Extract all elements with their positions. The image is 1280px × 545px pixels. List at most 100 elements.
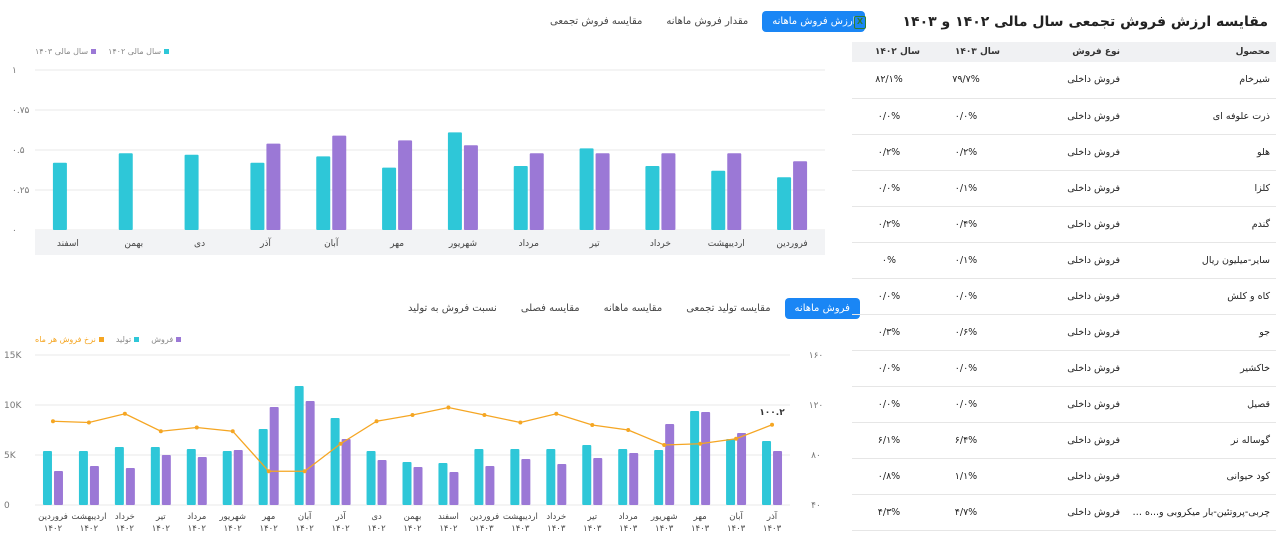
bar-sales[interactable] xyxy=(665,424,675,505)
bar-1402[interactable] xyxy=(184,154,199,230)
sales-rate-point[interactable] xyxy=(374,419,379,424)
bar-1403[interactable] xyxy=(727,153,742,230)
bar-1402[interactable] xyxy=(52,162,67,230)
table-row[interactable]: خاکشیر فروش داخلی ۰/۰% ۰/۰% xyxy=(852,350,1276,386)
bar-1402[interactable] xyxy=(777,177,792,230)
sales-rate-point[interactable] xyxy=(698,441,703,446)
sales-rate-point[interactable] xyxy=(410,413,415,417)
bar-production[interactable] xyxy=(654,450,664,505)
bar-production[interactable] xyxy=(222,451,232,505)
col-header-1402[interactable]: سال ۱۴۰۲ xyxy=(874,47,920,57)
tab-sales-to-production-ratio[interactable]: نسبت فروش به تولید xyxy=(408,303,497,314)
bar-production[interactable] xyxy=(690,411,700,505)
bar-sales[interactable] xyxy=(125,468,135,505)
sales-rate-point[interactable] xyxy=(50,419,55,424)
bar-1403[interactable] xyxy=(266,143,281,230)
tab-monthly-sales-value[interactable]: ارزش فروش ماهانه xyxy=(762,11,866,32)
bar-sales[interactable] xyxy=(197,457,207,505)
bar-production[interactable] xyxy=(726,439,736,505)
sales-rate-point[interactable] xyxy=(230,429,235,434)
bar-sales[interactable] xyxy=(773,451,783,505)
table-row[interactable]: چربی-پروتئین-بار میکروبی و...ه ش... فروش … xyxy=(852,494,1276,530)
bar-1403[interactable] xyxy=(332,135,347,230)
sales-rate-point[interactable] xyxy=(86,420,91,425)
table-row[interactable]: هلو فروش داخلی ۰/۲% ۰/۲% xyxy=(852,134,1276,170)
bar-sales[interactable] xyxy=(485,466,495,505)
bar-sales[interactable] xyxy=(161,455,171,505)
tab-monthly-sales[interactable]: فروش ماهانه xyxy=(784,298,860,319)
bar-sales[interactable] xyxy=(89,466,99,505)
sales-rate-point[interactable] xyxy=(590,423,595,427)
bar-production[interactable] xyxy=(402,462,412,505)
bar-sales[interactable] xyxy=(701,412,711,505)
bar-1402[interactable] xyxy=(118,153,133,230)
sales-rate-point[interactable] xyxy=(770,422,775,427)
bar-1402[interactable] xyxy=(645,166,660,230)
bar-production[interactable] xyxy=(582,445,592,505)
legend-item-sales[interactable]: فروش xyxy=(151,335,182,344)
bar-sales[interactable] xyxy=(521,459,531,505)
sales-rate-point[interactable] xyxy=(626,428,631,432)
table-row[interactable]: سایر-میلیون ریال فروش داخلی ۰/۱% ۰% xyxy=(852,242,1276,278)
sales-rate-point[interactable] xyxy=(338,441,343,446)
col-header-sale-type[interactable]: نوع فروش xyxy=(1072,47,1120,57)
bar-sales[interactable] xyxy=(269,407,279,505)
legend-item-1403[interactable]: سال مالی ۱۴۰۳ xyxy=(35,47,97,56)
bar-production[interactable] xyxy=(294,386,304,505)
bar-sales[interactable] xyxy=(53,471,63,505)
table-row[interactable]: ذرت علوفه ای فروش داخلی ۰/۰% ۰/۰% xyxy=(852,98,1276,134)
table-row[interactable]: کود حیوانی فروش داخلی ۱/۱% ۰/۸% xyxy=(852,458,1276,494)
bar-production[interactable] xyxy=(510,449,520,505)
bar-production[interactable] xyxy=(42,451,52,505)
bar-sales[interactable] xyxy=(341,439,351,505)
bar-production[interactable] xyxy=(474,449,484,505)
bar-sales[interactable] xyxy=(305,401,315,505)
table-row[interactable]: کلزا فروش داخلی ۰/۱% ۰/۰% xyxy=(852,170,1276,206)
sales-rate-point[interactable] xyxy=(662,443,667,447)
sales-rate-point[interactable] xyxy=(194,425,199,430)
sales-rate-point[interactable] xyxy=(122,411,127,416)
col-header-1403[interactable]: سال ۱۴۰۳ xyxy=(954,47,1000,57)
legend-item-1402[interactable]: سال مالی ۱۴۰۲ xyxy=(108,47,170,56)
table-row[interactable]: قصیل فروش داخلی ۰/۰% ۰/۰% xyxy=(852,386,1276,422)
bar-sales[interactable] xyxy=(413,467,423,505)
bar-production[interactable] xyxy=(150,447,160,505)
col-header-product[interactable]: محصول xyxy=(1235,47,1270,57)
legend-item-sales-rate[interactable]: نرخ فروش هر ماه xyxy=(35,335,104,344)
bar-1403[interactable] xyxy=(595,153,610,230)
sales-rate-point[interactable] xyxy=(446,405,451,410)
tab-cumulative-production-compare[interactable]: مقایسه تولید تجمعی xyxy=(686,303,771,314)
bar-production[interactable] xyxy=(330,418,340,505)
bar-production[interactable] xyxy=(618,449,628,505)
sales-rate-point[interactable] xyxy=(158,429,163,434)
sales-rate-point[interactable] xyxy=(266,469,271,474)
sales-rate-point[interactable] xyxy=(554,411,559,416)
bar-sales[interactable] xyxy=(377,460,387,505)
bar-production[interactable] xyxy=(114,447,124,505)
bar-1403[interactable] xyxy=(793,161,808,230)
sales-rate-point[interactable] xyxy=(482,413,487,417)
bar-1402[interactable] xyxy=(711,170,726,230)
bar-production[interactable] xyxy=(762,441,772,505)
bar-1403[interactable] xyxy=(463,145,478,230)
bar-1402[interactable] xyxy=(579,148,594,230)
bar-production[interactable] xyxy=(546,449,556,505)
bar-sales[interactable] xyxy=(737,433,747,505)
table-row[interactable]: گوساله نر فروش داخلی ۶/۴% ۶/۱% xyxy=(852,422,1276,458)
tab-monthly-compare[interactable]: مقایسه ماهانه xyxy=(603,303,663,314)
bar-sales[interactable] xyxy=(629,453,639,505)
sales-rate-point[interactable] xyxy=(734,436,739,441)
bar-production[interactable] xyxy=(258,429,268,505)
bar-sales[interactable] xyxy=(593,458,603,505)
bar-1402[interactable] xyxy=(382,167,397,230)
table-row[interactable]: گندم فروش داخلی ۰/۴% ۰/۲% xyxy=(852,206,1276,242)
bar-production[interactable] xyxy=(438,463,448,505)
table-row[interactable]: کاه و کلش فروش داخلی ۰/۰% ۰/۰% xyxy=(852,278,1276,314)
bar-1402[interactable] xyxy=(513,166,528,230)
tab-seasonal-compare[interactable]: مقایسه فصلی xyxy=(520,303,580,314)
bar-1403[interactable] xyxy=(529,153,544,230)
sales-rate-point[interactable] xyxy=(302,469,307,474)
tab-monthly-sales-quantity[interactable]: مقدار فروش ماهانه xyxy=(666,16,749,27)
bar-production[interactable] xyxy=(186,449,196,505)
bar-sales[interactable] xyxy=(557,464,567,505)
